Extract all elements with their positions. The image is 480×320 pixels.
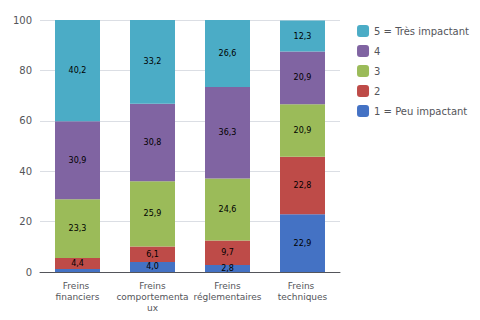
svg-text:25,9: 25,9 [144, 209, 162, 218]
svg-text:26,6: 26,6 [219, 49, 237, 58]
svg-text:ux: ux [147, 303, 159, 313]
svg-text:33,2: 33,2 [144, 57, 162, 66]
svg-text:techniques: techniques [278, 292, 328, 302]
svg-text:36,3: 36,3 [219, 128, 237, 137]
svg-text:80: 80 [19, 65, 32, 76]
svg-text:40,2: 40,2 [69, 66, 87, 75]
svg-text:4,0: 4,0 [146, 262, 159, 271]
svg-text:22,9: 22,9 [294, 239, 312, 248]
svg-text:5 = Très impactant: 5 = Très impactant [374, 26, 469, 37]
svg-text:22,8: 22,8 [294, 181, 312, 190]
svg-text:60: 60 [19, 115, 32, 126]
svg-text:9,7: 9,7 [221, 248, 234, 257]
svg-text:23,3: 23,3 [69, 224, 87, 233]
svg-text:Freins: Freins [288, 281, 317, 291]
svg-text:réglementaires: réglementaires [193, 292, 261, 302]
svg-text:30,9: 30,9 [69, 156, 87, 165]
svg-text:Freins: Freins [63, 281, 92, 291]
svg-text:Freins: Freins [139, 281, 166, 291]
svg-text:2,8: 2,8 [221, 264, 234, 273]
svg-text:comportementa: comportementa [116, 292, 188, 302]
svg-text:6,1: 6,1 [146, 250, 159, 259]
svg-text:20: 20 [19, 216, 32, 227]
svg-text:0: 0 [26, 267, 32, 278]
svg-text:100: 100 [13, 15, 32, 26]
svg-text:2: 2 [374, 86, 380, 97]
svg-text:30,8: 30,8 [144, 138, 162, 147]
svg-text:20,9: 20,9 [294, 126, 312, 135]
svg-text:40: 40 [19, 166, 32, 177]
svg-text:3: 3 [374, 66, 380, 77]
svg-text:1 = Peu impactant: 1 = Peu impactant [374, 106, 467, 117]
svg-text:4: 4 [374, 46, 380, 57]
svg-text:20,9: 20,9 [294, 73, 312, 82]
svg-text:24,6: 24,6 [219, 205, 237, 214]
svg-text:12,3: 12,3 [294, 32, 312, 41]
svg-text:Freins: Freins [214, 281, 241, 291]
svg-text:4,4: 4,4 [71, 259, 84, 268]
svg-text:financiers: financiers [56, 292, 100, 302]
